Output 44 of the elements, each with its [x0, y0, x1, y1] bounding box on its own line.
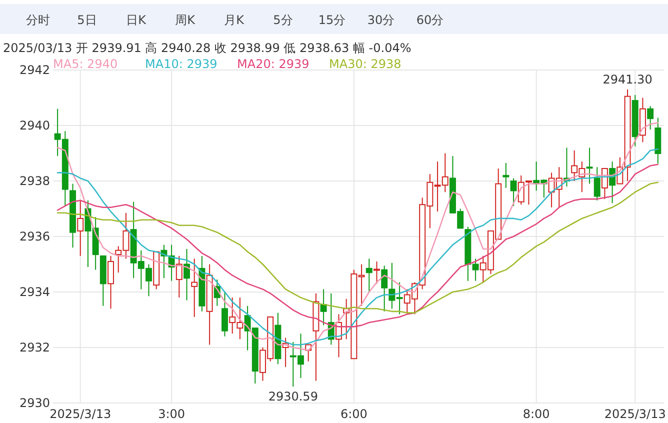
- text: 周K: [175, 13, 196, 27]
- candlestick: [502, 162, 510, 188]
- line-series: [56, 182, 659, 314]
- x-tick-label: 3:00: [158, 407, 186, 421]
- candlestick: [381, 265, 388, 312]
- candlestick: [176, 255, 182, 298]
- x-tick-label: 8:00: [522, 407, 550, 421]
- candlestick: [191, 258, 198, 318]
- x-tick-label: 6:00: [340, 407, 368, 421]
- chart-subtitle: 2025/03/13 开 2939.91 高 2940.28 收 2938.99 低 2938.63 幅 -0.04%: [3, 41, 412, 55]
- candlestick: [594, 166, 600, 201]
- text: 15分: [318, 13, 346, 27]
- candlestick: [366, 258, 372, 292]
- annotation: 2941.30: [602, 72, 652, 86]
- y-tick-label: 2934: [19, 285, 50, 299]
- candlestick: [586, 147, 593, 184]
- text: 5日: [77, 13, 97, 27]
- candlestick: [320, 288, 327, 326]
- candlestick: [222, 292, 228, 337]
- y-tick-label: 2942: [19, 63, 50, 77]
- y-tick-label: 2940: [19, 118, 50, 132]
- text: 60分: [416, 13, 444, 27]
- text: 日K: [126, 13, 148, 27]
- y-tick-label: 2930: [19, 396, 50, 410]
- candlestick: [77, 200, 84, 256]
- x-tick-label: 2025/3/13: [604, 407, 666, 421]
- x-tick-label: 2025/3/13: [50, 407, 112, 421]
- text: 月K: [224, 13, 246, 27]
- y-tick-label: 2932: [19, 340, 50, 354]
- text: MA10: 2939: [145, 57, 218, 71]
- annotation: 2930.59: [268, 390, 318, 404]
- text: 30分: [367, 13, 395, 27]
- candlestick: [108, 255, 114, 310]
- text: 分时: [26, 13, 50, 27]
- candlestick: [374, 260, 380, 284]
- y-tick-label: 2938: [19, 174, 50, 188]
- candlestick: [647, 106, 654, 130]
- candlestick: [184, 248, 190, 301]
- text: MA5: 2940: [53, 57, 118, 71]
- text: MA20: 2939: [237, 57, 310, 71]
- y-tick-label: 2936: [19, 230, 50, 244]
- text: MA30: 2938: [329, 57, 402, 71]
- candlestick: [510, 178, 517, 206]
- text: 5分: [273, 13, 293, 27]
